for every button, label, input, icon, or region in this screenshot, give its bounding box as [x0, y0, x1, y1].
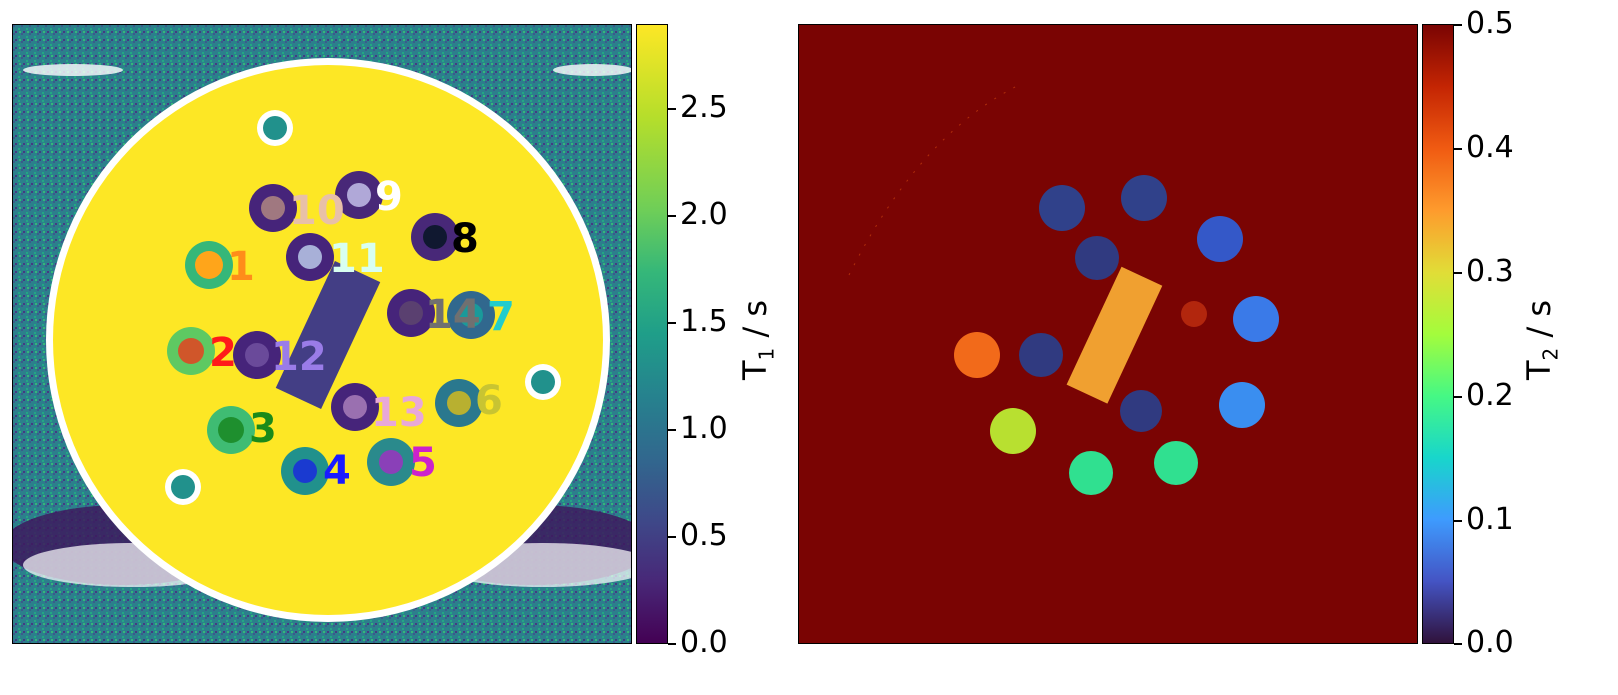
- vial-label-6: 6: [475, 378, 503, 424]
- t2-colorbar: [1422, 24, 1454, 644]
- vial-label-2: 2: [209, 330, 237, 376]
- t2-tick-2: 0.2: [1466, 378, 1514, 413]
- vial-label-8: 8: [451, 216, 479, 262]
- vial-label-13: 13: [371, 390, 427, 436]
- t1-tick-0: 0.0: [680, 625, 728, 660]
- t1-map-svg: [13, 25, 631, 643]
- t2-map-image: [798, 24, 1418, 644]
- vial-label-14: 14: [425, 292, 481, 338]
- t1-tick-1: 0.5: [680, 518, 728, 553]
- t1-colorbar: [636, 24, 668, 644]
- t1-vials: [165, 110, 561, 505]
- t2-tick-3: 0.3: [1466, 254, 1514, 289]
- t1-tick-2: 1.0: [680, 411, 728, 446]
- t2-vials: [954, 175, 1279, 495]
- t2-tick-5: 0.5: [1466, 6, 1514, 41]
- t2-tick-0: 0.0: [1466, 625, 1514, 660]
- vial-label-7: 7: [487, 294, 515, 340]
- vial-label-10: 10: [289, 188, 345, 234]
- t1-tick-4: 2.0: [680, 197, 728, 232]
- vial-label-4: 4: [323, 448, 351, 494]
- t1-map-image: 1 2 3 4 5 6 7 8 9 10 11 12 13 14: [12, 24, 632, 644]
- vial-label-3: 3: [249, 406, 277, 452]
- t2-colorbar-label: T2 / s: [1520, 299, 1563, 380]
- t1-tick-5: 2.5: [680, 90, 728, 125]
- t2-map-svg: [799, 25, 1417, 643]
- vial-label-1: 1: [227, 244, 255, 290]
- t1-colorbar-label: T1 / s: [736, 299, 779, 380]
- vial-label-12: 12: [271, 334, 327, 380]
- t1-tick-3: 1.5: [680, 304, 728, 339]
- vial-label-11: 11: [329, 236, 385, 282]
- vial-label-5: 5: [409, 440, 437, 486]
- t2-tick-4: 0.4: [1466, 130, 1514, 165]
- t2-tick-1: 0.1: [1466, 502, 1514, 537]
- vial-label-9: 9: [375, 174, 403, 220]
